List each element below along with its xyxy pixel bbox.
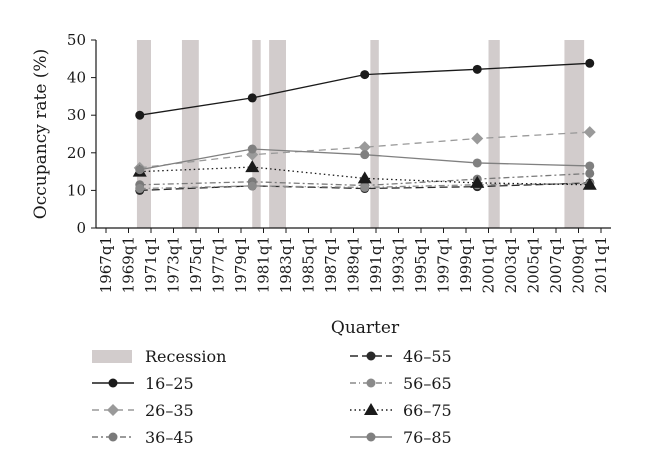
y-tick-label: 50 xyxy=(67,31,86,49)
data-point xyxy=(583,126,596,139)
x-tick-label: 2003q1 xyxy=(502,236,520,293)
legend-marker xyxy=(366,432,376,442)
legend-label: 76–85 xyxy=(403,428,452,447)
legend-item: 56–65 xyxy=(350,374,452,393)
legend-item: 46–55 xyxy=(350,347,452,366)
data-point xyxy=(360,182,370,192)
x-tick-label: 1993q1 xyxy=(390,236,408,293)
x-tick-label: 1977q1 xyxy=(210,236,228,293)
x-tick-label: 1973q1 xyxy=(165,236,183,293)
x-tick-label: 1995q1 xyxy=(412,236,430,293)
legend-marker xyxy=(366,378,376,388)
legend-item: 36–45 xyxy=(92,428,194,447)
recession-band-7 xyxy=(564,40,585,228)
recession-band-5 xyxy=(370,40,379,228)
recession-band-6 xyxy=(488,40,500,228)
recession-band-1 xyxy=(136,40,151,228)
x-axis-title: Quarter xyxy=(331,318,400,338)
data-point xyxy=(357,171,372,184)
data-point xyxy=(360,150,370,160)
legend-label: 16–25 xyxy=(145,374,194,393)
recession-band-3 xyxy=(252,40,261,228)
recession-bands xyxy=(136,40,585,228)
x-tick-label: 1981q1 xyxy=(255,236,273,293)
recession-band-4 xyxy=(269,40,286,228)
data-point xyxy=(585,168,595,178)
data-point xyxy=(470,175,485,188)
legend-label-recession: Recession xyxy=(145,347,226,366)
legend-item-recession: Recession xyxy=(92,347,226,366)
data-point xyxy=(247,144,257,154)
x-tick-label: 2009q1 xyxy=(570,236,588,293)
legend-series-items: 16–25 26–35 36–45 46–55 56–65 66–75 76–85 xyxy=(92,347,452,447)
x-tick-label: 1969q1 xyxy=(120,236,138,293)
data-point xyxy=(245,160,260,173)
series-line xyxy=(139,131,590,169)
legend-item: 66–75 xyxy=(350,401,452,420)
y-tick-label: 30 xyxy=(67,106,86,124)
data-point xyxy=(135,110,145,120)
x-tick-label: 1975q1 xyxy=(187,236,205,293)
data-point xyxy=(247,93,257,103)
x-tick-label: 2001q1 xyxy=(480,236,498,293)
legend-item: 76–85 xyxy=(350,428,452,447)
legend-label: 36–45 xyxy=(145,428,194,447)
series-line xyxy=(139,182,590,192)
legend-item: 26–35 xyxy=(92,401,194,420)
x-tick-label: 1967q1 xyxy=(97,236,115,293)
data-point xyxy=(585,161,595,171)
y-tick-label: 40 xyxy=(67,69,86,87)
legend-label: 66–75 xyxy=(403,401,452,420)
legend-label: 56–65 xyxy=(403,374,452,393)
legend-item: 16–25 xyxy=(92,374,194,393)
data-point xyxy=(471,132,484,145)
legend-label: 26–35 xyxy=(145,401,194,420)
x-ticks: 1967q1 1969q1 1971q1 1973q1 1975q1 1977q1 1979… xyxy=(97,228,610,293)
x-tick-label: 1989q1 xyxy=(345,236,363,293)
data-point xyxy=(358,141,371,154)
y-tick-label: 20 xyxy=(67,144,86,162)
x-tick-label: 2011q1 xyxy=(592,236,610,293)
series-1 xyxy=(135,58,595,120)
x-tick-label: 1979q1 xyxy=(232,236,250,293)
data-point xyxy=(360,70,370,80)
legend-marker xyxy=(107,404,119,416)
axes xyxy=(95,40,611,229)
recession-band-2 xyxy=(181,40,199,228)
y-axis-title: Occupancy rate (%) xyxy=(31,49,51,219)
x-tick-label: 1983q1 xyxy=(277,236,295,293)
legend-marker xyxy=(364,403,378,415)
data-point xyxy=(135,184,145,194)
x-tick-label: 1997q1 xyxy=(435,236,453,293)
series-7 xyxy=(135,144,595,175)
legend-marker xyxy=(108,378,118,388)
x-tick-label: 1991q1 xyxy=(367,236,385,293)
x-tick-label: 1987q1 xyxy=(322,236,340,293)
y-ticks: 0 10 20 30 40 50 xyxy=(67,31,96,237)
x-tick-label: 1985q1 xyxy=(300,236,318,293)
y-tick-label: 0 xyxy=(76,219,86,237)
series xyxy=(132,58,597,195)
data-point xyxy=(582,177,597,190)
legend-marker xyxy=(366,351,376,361)
data-point xyxy=(135,165,145,175)
data-point xyxy=(247,181,257,191)
y-tick-label: 10 xyxy=(67,181,86,199)
x-tick-label: 2007q1 xyxy=(547,236,565,293)
x-tick-label: 1971q1 xyxy=(142,236,160,293)
legend-label: 46–55 xyxy=(403,347,452,366)
data-point xyxy=(585,58,595,68)
legend-swatch-recession xyxy=(92,350,132,363)
data-point xyxy=(472,158,482,168)
legend-marker xyxy=(108,432,118,442)
series-2 xyxy=(133,126,596,174)
legend: Recession 16–25 26–35 36–45 46–55 56–65 66–75… xyxy=(92,347,452,447)
x-tick-label: 1999q1 xyxy=(457,236,475,293)
x-tick-label: 2005q1 xyxy=(525,236,543,293)
data-point xyxy=(472,64,482,74)
